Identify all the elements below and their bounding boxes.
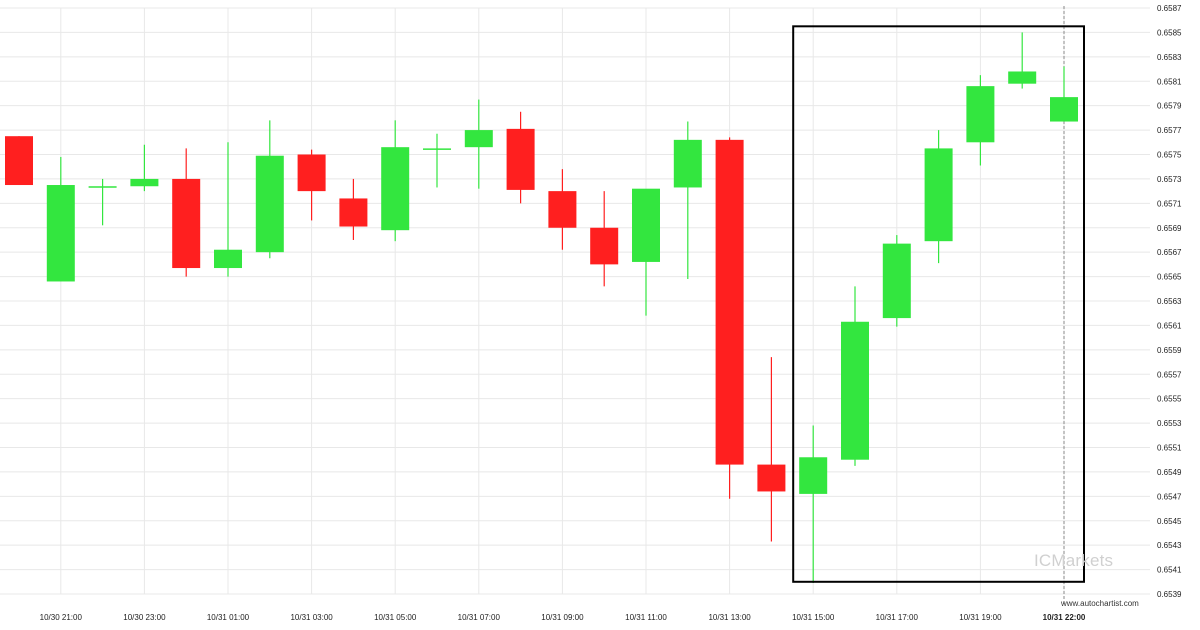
x-tick-label: 10/31 09:00 — [541, 613, 584, 622]
y-tick-label: 0.6571 — [1157, 199, 1182, 208]
candle-body — [5, 136, 33, 186]
candle-body — [297, 154, 326, 192]
y-tick-label: 0.6545 — [1157, 517, 1182, 526]
x-tick-label: 10/30 23:00 — [123, 613, 166, 622]
x-tick-label: 10/31 15:00 — [792, 613, 835, 622]
x-tick-label: 10/31 03:00 — [290, 613, 333, 622]
x-tick-label: 10/31 05:00 — [374, 613, 417, 622]
x-tick-label: 10/31 01:00 — [207, 613, 250, 622]
y-tick-label: 0.6563 — [1157, 297, 1182, 306]
y-tick-label: 0.6541 — [1157, 566, 1182, 575]
x-tick-label: 10/30 21:00 — [40, 613, 83, 622]
candle-body — [130, 178, 159, 187]
x-tick-label: 10/31 13:00 — [708, 613, 751, 622]
y-tick-label: 0.6573 — [1157, 175, 1182, 184]
candle-body — [632, 188, 660, 262]
y-tick-label: 0.6585 — [1157, 28, 1182, 37]
y-tick-label: 0.6565 — [1157, 273, 1182, 282]
y-tick-label: 0.6555 — [1157, 395, 1182, 404]
y-tick-label: 0.6561 — [1157, 321, 1182, 330]
y-tick-label: 0.6547 — [1157, 492, 1182, 501]
candle-body — [757, 464, 786, 492]
x-tick-label: 10/31 17:00 — [876, 613, 919, 622]
y-tick-label: 0.6549 — [1157, 468, 1182, 477]
x-tick-label: 10/31 19:00 — [959, 613, 1002, 622]
x-tick-label: 10/31 22:00 — [1043, 613, 1086, 622]
y-tick-label: 0.6579 — [1157, 102, 1182, 111]
y-tick-label: 0.6557 — [1157, 370, 1182, 379]
candle-body — [339, 198, 368, 227]
candle-body — [590, 227, 619, 265]
y-tick-label: 0.6567 — [1157, 248, 1182, 257]
candle-body — [172, 178, 201, 269]
candle-body — [423, 148, 451, 150]
x-tick-label: 10/31 07:00 — [458, 613, 501, 622]
candle-body — [966, 86, 995, 143]
candle-body — [882, 243, 911, 319]
candle-body — [46, 185, 75, 282]
candle-body — [715, 139, 744, 465]
candle-body — [506, 128, 535, 190]
y-tick-label: 0.6587 — [1157, 4, 1182, 13]
candle-body — [1008, 71, 1037, 84]
x-tick-label: 10/31 11:00 — [625, 613, 667, 622]
y-tick-label: 0.6569 — [1157, 224, 1182, 233]
candle-body — [548, 191, 577, 228]
candle-body — [255, 155, 284, 253]
source-url: www.autochartist.com — [1061, 599, 1139, 608]
y-tick-label: 0.6543 — [1157, 541, 1182, 550]
y-tick-label: 0.6559 — [1157, 346, 1182, 355]
candle-body — [673, 139, 702, 188]
y-tick-label: 0.6553 — [1157, 419, 1182, 428]
candle-body — [88, 186, 117, 188]
pattern-highlight-box — [792, 25, 1085, 583]
y-tick-label: 0.6539 — [1157, 590, 1182, 599]
y-tick-label: 0.6551 — [1157, 444, 1182, 453]
candle-body — [381, 147, 410, 231]
candle-body — [1050, 97, 1078, 122]
y-tick-label: 0.6583 — [1157, 53, 1182, 62]
candle-body — [924, 148, 953, 242]
candle-body — [464, 130, 493, 148]
candle-body — [841, 321, 869, 460]
candle-body — [799, 457, 828, 494]
candle-body — [214, 249, 242, 269]
icmarkets-watermark: ICMarkets — [1034, 551, 1114, 570]
y-tick-label: 0.6577 — [1157, 126, 1182, 135]
y-tick-label: 0.6581 — [1157, 77, 1182, 86]
y-tick-label: 0.6575 — [1157, 151, 1182, 160]
